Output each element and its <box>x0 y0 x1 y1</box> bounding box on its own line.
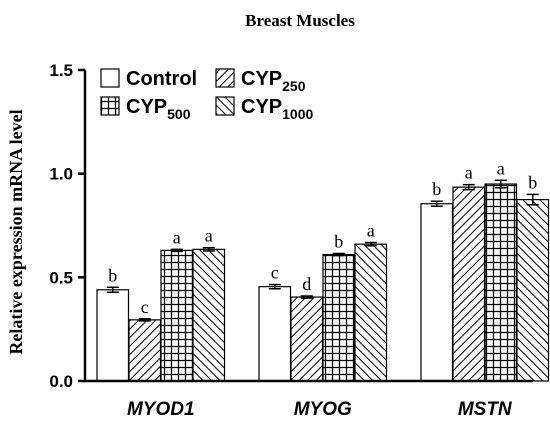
bar-myog-cyp500 <box>322 253 356 382</box>
error-bar <box>462 183 475 191</box>
significance-letter: d <box>302 274 311 294</box>
y-tick-label: 1.0 <box>49 165 73 184</box>
bar-myog-control <box>258 286 292 382</box>
bar-myog-cyp250 <box>290 296 324 382</box>
y-tick-label: 1.5 <box>49 61 73 80</box>
bar-mstn-control <box>420 203 454 382</box>
significance-letter: b <box>528 172 537 192</box>
error-bar <box>494 179 507 189</box>
legend-item: CYP1000 <box>215 96 313 122</box>
significance-letter: a <box>367 221 375 241</box>
error-bar <box>526 193 539 206</box>
legend: Control CYP250 CYP500 CYP1000 <box>100 68 313 122</box>
x-category-label: MYOG <box>294 399 352 420</box>
error-bar <box>106 286 119 294</box>
significance-letter: a <box>205 226 213 246</box>
y-tick-label: 0.0 <box>49 372 73 391</box>
bar-myog-cyp1000 <box>354 243 388 382</box>
bar-mstn-cyp500 <box>484 183 518 382</box>
significance-letter: a <box>497 158 505 178</box>
bar-mstn-cyp1000 <box>516 198 550 382</box>
significance-letter: b <box>334 231 343 251</box>
legend-item: CYP250 <box>215 68 306 94</box>
legend-label: CYP1000 <box>241 96 313 122</box>
error-bar <box>138 318 151 322</box>
legend-label: CYP250 <box>241 68 306 94</box>
y-tick-label: 0.5 <box>49 268 73 287</box>
significance-letter: b <box>432 179 441 199</box>
legend-swatch <box>215 96 235 116</box>
y-axis-label: Relative expression mRNA level <box>6 109 26 354</box>
y-axis-ticks: 0.0 0.5 1.0 1.5 <box>49 61 85 391</box>
bar-myod1-control <box>96 289 130 382</box>
x-category-label: MSTN <box>458 399 513 420</box>
legend-swatch <box>100 68 120 88</box>
error-bar <box>332 252 345 257</box>
chart-title: Breast Muscles <box>245 11 355 30</box>
significance-letter: b <box>108 265 117 285</box>
legend-label: CYP500 <box>126 96 191 122</box>
bar-mstn-cyp250 <box>452 186 486 382</box>
significance-letter: c <box>141 297 149 317</box>
error-bar <box>170 248 183 253</box>
significance-letter: c <box>271 263 279 283</box>
legend-item: Control <box>100 68 197 90</box>
legend-swatch <box>215 68 235 88</box>
bar-myod1-cyp500 <box>160 249 194 382</box>
error-bar <box>364 241 377 247</box>
bar-myod1-cyp250 <box>128 319 162 382</box>
bar-myod1-cyp1000 <box>192 248 226 382</box>
error-bar <box>268 283 281 290</box>
significance-letter: a <box>465 163 473 183</box>
error-bar <box>202 246 215 252</box>
significance-letter: a <box>173 227 181 247</box>
bars-group: b c a a MYOD1 c d b a MYOG b a a b MSTN <box>96 158 550 420</box>
legend-swatch <box>100 96 120 116</box>
error-bar <box>430 200 443 207</box>
error-bar <box>300 295 313 299</box>
x-category-label: MYOD1 <box>127 399 195 420</box>
legend-label: Control <box>126 68 197 90</box>
legend-item: CYP500 <box>100 96 191 122</box>
